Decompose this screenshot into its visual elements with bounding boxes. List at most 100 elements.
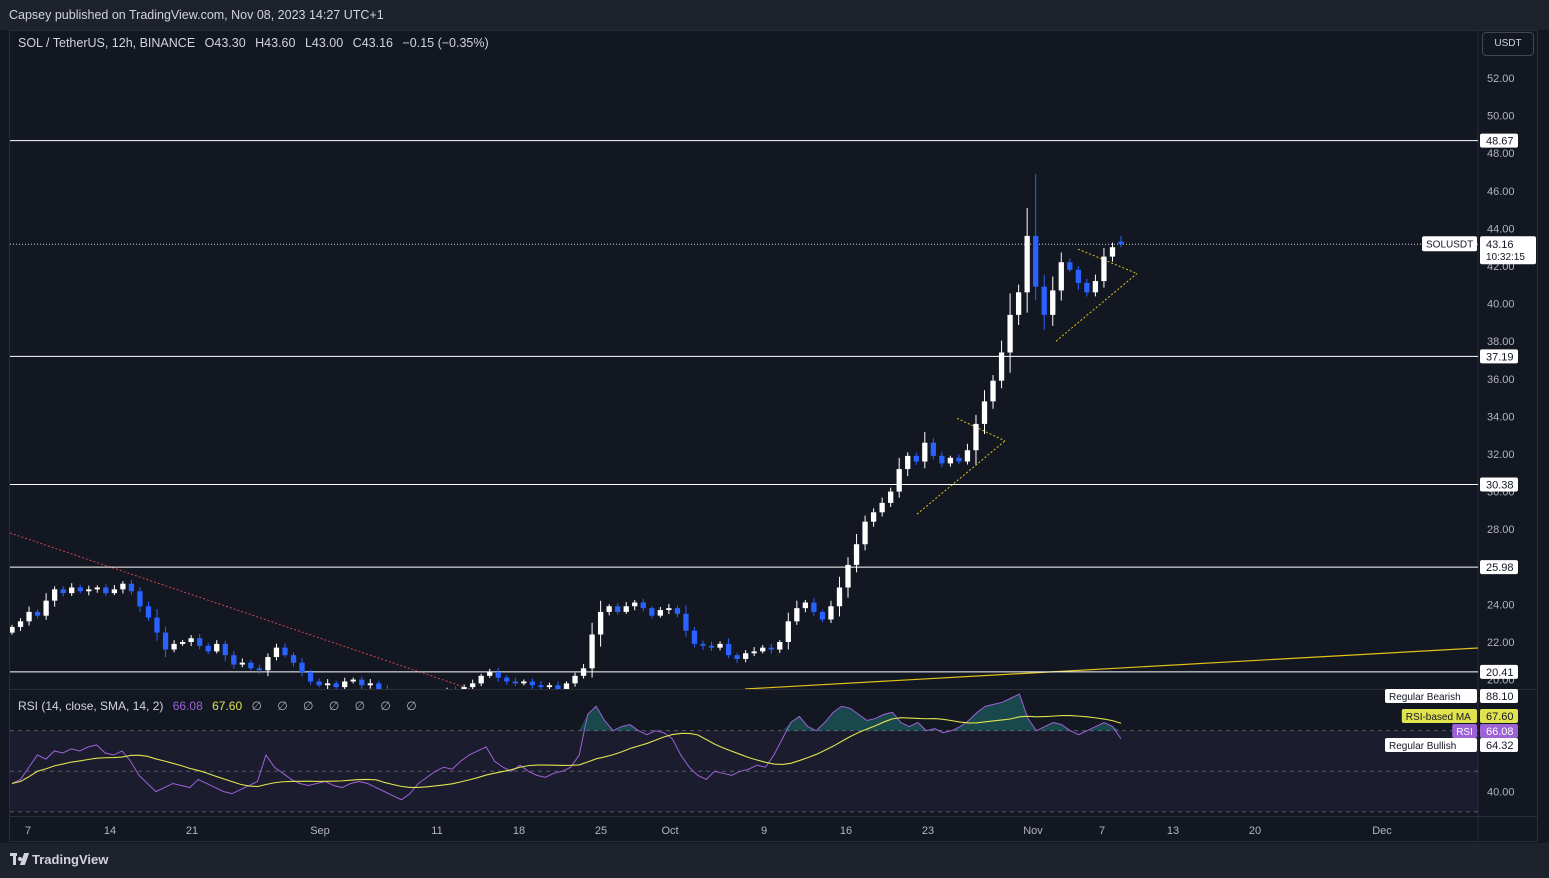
candle bbox=[69, 583, 75, 596]
candle-body bbox=[853, 544, 860, 565]
candle bbox=[913, 452, 919, 465]
candle bbox=[828, 600, 834, 623]
candle-body bbox=[478, 675, 484, 684]
candle-body bbox=[811, 602, 817, 612]
candle bbox=[717, 641, 723, 651]
candle-body bbox=[802, 602, 809, 609]
candle bbox=[819, 609, 826, 623]
candle-body bbox=[785, 621, 791, 642]
candle-body bbox=[751, 651, 757, 654]
candle bbox=[956, 454, 962, 465]
level-tag-bg bbox=[1480, 133, 1518, 148]
candle bbox=[248, 660, 254, 671]
candle-body bbox=[137, 591, 143, 607]
candle bbox=[657, 606, 663, 618]
candle-body bbox=[964, 450, 971, 462]
candle-body bbox=[188, 638, 194, 642]
level-tag-bg bbox=[1480, 560, 1518, 575]
candle bbox=[77, 584, 83, 594]
time-tick-label: 21 bbox=[186, 825, 198, 837]
candle-body bbox=[973, 423, 979, 451]
level-tag-label: 37.19 bbox=[1486, 351, 1514, 363]
price-countdown: 10:32:15 bbox=[1486, 252, 1525, 263]
rsi-title[interactable]: RSI (14, close, SMA, 14, 2) bbox=[18, 699, 164, 713]
candle bbox=[487, 668, 493, 678]
candle-body bbox=[290, 655, 297, 663]
candle bbox=[811, 597, 817, 617]
time-tick-label: 23 bbox=[922, 825, 934, 837]
candle bbox=[777, 639, 783, 653]
candle bbox=[307, 669, 314, 685]
candle-body bbox=[487, 672, 493, 676]
candle-body bbox=[597, 611, 604, 635]
candle-body bbox=[282, 647, 288, 656]
candle-body bbox=[111, 589, 118, 594]
candle bbox=[120, 581, 126, 594]
time-tick-label: Nov bbox=[1023, 825, 1043, 837]
candle bbox=[981, 390, 988, 435]
candle bbox=[359, 676, 365, 689]
candle bbox=[683, 605, 689, 637]
candle bbox=[333, 680, 339, 689]
candle bbox=[691, 627, 698, 648]
candle-body bbox=[981, 401, 988, 424]
candle-body bbox=[307, 672, 314, 682]
candle-body bbox=[26, 611, 32, 622]
candle bbox=[674, 605, 681, 618]
candle bbox=[162, 626, 169, 658]
candle bbox=[504, 675, 510, 685]
candle bbox=[1041, 274, 1047, 331]
candle bbox=[256, 664, 263, 675]
candle bbox=[103, 584, 109, 596]
time-tick-label: 7 bbox=[1099, 825, 1105, 837]
candle bbox=[324, 679, 331, 689]
candle-body bbox=[956, 457, 962, 462]
candle bbox=[939, 452, 945, 468]
price-tick-label: 46.00 bbox=[1487, 186, 1515, 198]
candle-body bbox=[538, 685, 544, 688]
currency-button[interactable]: USDT bbox=[1482, 32, 1534, 56]
candle-body bbox=[623, 606, 629, 612]
candle-body bbox=[743, 653, 749, 659]
tradingview-logo[interactable]: TradingView bbox=[10, 852, 108, 867]
candle bbox=[964, 443, 971, 465]
candle-body bbox=[828, 606, 834, 620]
candle bbox=[666, 603, 672, 615]
candle-body bbox=[453, 691, 458, 693]
candle bbox=[188, 635, 194, 647]
chart-frame[interactable] bbox=[9, 30, 1538, 842]
candle bbox=[649, 606, 655, 619]
candle-body bbox=[1050, 290, 1056, 315]
candle bbox=[922, 432, 928, 469]
candle-body bbox=[529, 681, 536, 686]
level-tag-bg bbox=[1480, 477, 1518, 492]
candle bbox=[572, 672, 578, 687]
candle bbox=[470, 679, 476, 689]
downtrend-line bbox=[10, 532, 471, 689]
candle-body bbox=[1101, 256, 1107, 282]
price-tick-label: 36.00 bbox=[1487, 374, 1515, 386]
candle bbox=[1007, 293, 1013, 373]
candle-body bbox=[256, 668, 263, 671]
candle-body bbox=[819, 611, 826, 620]
candle bbox=[282, 643, 288, 658]
symbol-title[interactable]: SOL / TetherUS, 12h, BINANCE bbox=[18, 36, 196, 50]
symbol-tag-label: SOLUSDT bbox=[1426, 240, 1473, 251]
candle-body bbox=[1067, 262, 1073, 270]
candle-body bbox=[470, 683, 476, 688]
candle bbox=[1084, 278, 1090, 297]
candle-body bbox=[324, 683, 331, 686]
candle bbox=[538, 680, 544, 689]
candle-body bbox=[947, 457, 954, 464]
footer-bar bbox=[0, 843, 1549, 878]
candle bbox=[623, 601, 629, 614]
rsi-extra-values: ∅ ∅ ∅ ∅ ∅ ∅ ∅ bbox=[251, 699, 423, 713]
candle-body bbox=[350, 679, 356, 682]
candle bbox=[521, 679, 527, 686]
candle bbox=[862, 515, 868, 551]
candle-body bbox=[862, 521, 868, 545]
rsi-tag-value: 66.08 bbox=[1486, 726, 1514, 738]
candle bbox=[947, 455, 954, 467]
tradingview-brand: TradingView bbox=[32, 852, 109, 867]
